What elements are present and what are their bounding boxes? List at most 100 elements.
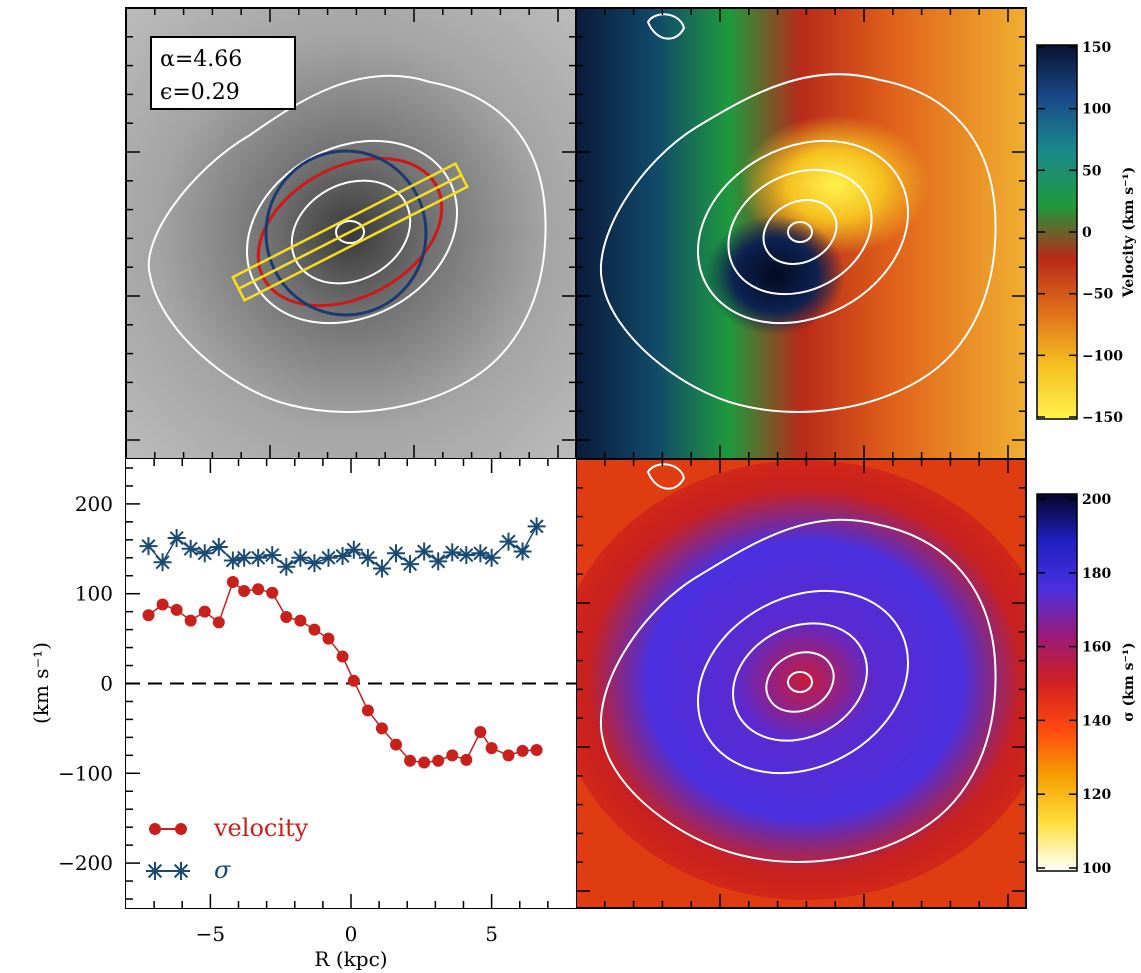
velocity-colorbar-tick-label: 100 [1082, 102, 1111, 118]
x-tick-label: −5 [196, 922, 225, 946]
velocity-point [530, 743, 543, 756]
velocity-point [474, 725, 487, 738]
sigma-point [401, 555, 420, 574]
dispersion-colorbar-label: σ (km s⁻¹) [1121, 642, 1137, 721]
dispersion-colorbar: 200 180 160 140 120 100 σ (km s⁻¹) [1036, 492, 1137, 877]
velocity-point [280, 611, 293, 624]
sigma-point [372, 559, 391, 578]
y-tick-label: −200 [58, 851, 113, 875]
velocity-point [238, 585, 251, 598]
image-panel: α=4.66 ϵ=0.29 [126, 8, 576, 459]
velocity-point [184, 614, 197, 627]
sigma-point [319, 548, 338, 567]
velocity-colorbar-tick-label: −100 [1082, 348, 1123, 364]
velocity-point [308, 623, 321, 636]
sigma-point [513, 542, 532, 561]
legend-sigma-star [146, 862, 164, 880]
velocity-point [375, 722, 388, 735]
velocity-point [322, 632, 335, 645]
velocity-point [336, 650, 349, 663]
velocity-point [502, 749, 515, 762]
velocity-point [485, 742, 498, 755]
sigma-point [277, 557, 296, 576]
velocity-point [418, 756, 431, 769]
velocity-point [390, 738, 402, 751]
sigma-point [387, 544, 405, 563]
velocity-point [347, 674, 360, 687]
dispersion-colorbar-tick-label: 180 [1082, 566, 1111, 582]
velocity-colorbar-tick-label: 50 [1082, 163, 1102, 179]
slit-box [231, 161, 469, 303]
vel-outer-isophote [600, 73, 997, 413]
dispersion-colorbar-tick-label: 100 [1082, 861, 1111, 877]
x-tick-label: 0 [345, 922, 358, 946]
velocity-point [142, 609, 155, 622]
velocity-colorbar-label: Velocity (km s⁻¹) [1121, 167, 1137, 299]
velocity-colorbar-tick-label: −150 [1082, 410, 1123, 426]
velocity-series [142, 576, 543, 769]
legend-velocity-marker [149, 823, 187, 835]
sigma-point [209, 538, 228, 557]
dispersion-colorbar-ticks: 200 180 160 140 120 100 [1037, 492, 1111, 877]
y-tick-label: −100 [58, 761, 113, 785]
sigma-point [181, 539, 200, 558]
sigma-point [527, 517, 546, 536]
sigma-point [333, 546, 352, 565]
velocity-point [212, 616, 225, 629]
y-tick-label: 100 [75, 582, 113, 606]
sigma-point [139, 537, 158, 556]
axis-ticks [126, 459, 549, 908]
legend-sigma-label: σ [214, 856, 231, 884]
velocity-point [226, 576, 239, 589]
sigma-point [153, 553, 172, 572]
velocity-point [516, 744, 529, 757]
sigma-point [167, 529, 186, 548]
x-axis-label: R (kpc) [314, 947, 387, 971]
sigma-point [457, 546, 476, 565]
velocity-colorbar-tick-label: 0 [1082, 225, 1092, 241]
fit-ellipse-red [256, 156, 444, 308]
alpha-annotation: α=4.66 [160, 47, 242, 72]
velocity-map-panel [576, 8, 1026, 459]
velocity-point [432, 754, 445, 767]
sigma-point [429, 552, 448, 571]
y-axis-label: (km s⁻¹) [29, 642, 53, 724]
dispersion-colorbar-tick-label: 160 [1082, 640, 1111, 656]
velocity-point [156, 598, 169, 611]
dispersion-map-panel [576, 459, 1026, 908]
sigma-point [305, 554, 324, 573]
isophote-4 [335, 220, 365, 244]
sigma-point [291, 548, 310, 567]
dispersion-colorbar-tick-label: 200 [1082, 492, 1111, 508]
epsilon-annotation: ϵ=0.29 [160, 80, 240, 105]
velocity-point [294, 614, 307, 627]
kinematic-profile-chart: −5 0 5 −200 −100 0 100 200 R (kpc) (km s⁻¹) vel… [29, 459, 576, 971]
velocity-colorbar-ticks: 150 100 50 0 −50 −100 −150 [1037, 40, 1123, 426]
sigma-point [223, 551, 242, 570]
velocity-point [266, 586, 279, 599]
dispersion-colorbar-gradient [1036, 493, 1078, 872]
sigma-point [358, 548, 377, 567]
sigma-series [139, 517, 546, 578]
velocity-point [446, 749, 459, 762]
velocity-point [460, 753, 473, 766]
x-tick-label: 5 [485, 922, 498, 946]
sigma-point [443, 543, 462, 562]
dispersion-colorbar-tick-label: 140 [1082, 713, 1111, 729]
velocity-point [252, 583, 265, 596]
fit-circle-blue [264, 149, 428, 317]
outer-isophote [147, 74, 547, 413]
legend-velocity-label: velocity [213, 814, 309, 842]
sigma-point [415, 542, 434, 561]
sigma-point [482, 548, 501, 567]
velocity-colorbar: 150 100 50 0 −50 −100 −150 Velocity (km s⁻¹) [1036, 40, 1137, 426]
y-tick-label: 0 [100, 672, 113, 696]
legend: velocity σ [146, 814, 309, 884]
sigma-point [263, 546, 282, 565]
velocity-colorbar-tick-label: 150 [1082, 40, 1111, 56]
velocity-point [361, 704, 374, 717]
velocity-colorbar-tick-label: −50 [1082, 287, 1113, 303]
parameter-box [150, 36, 296, 110]
velocity-point [198, 605, 211, 618]
